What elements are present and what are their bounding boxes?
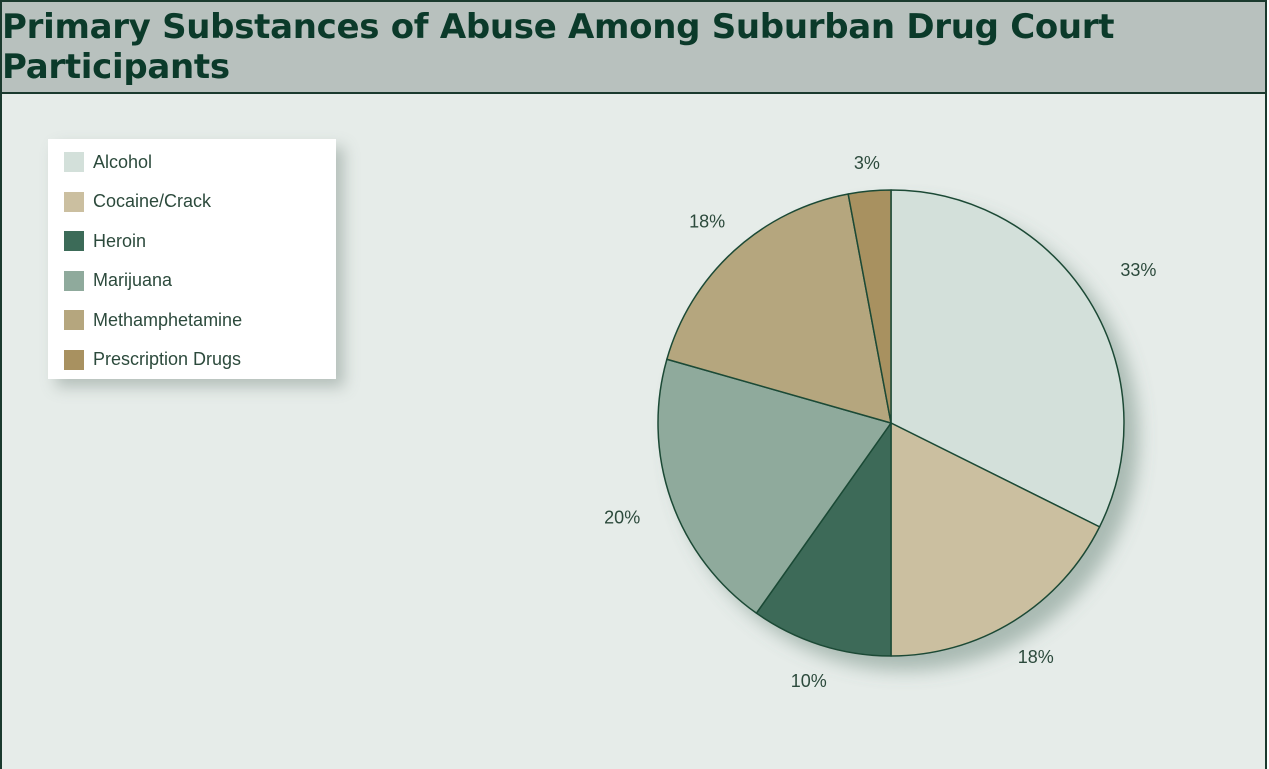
slice-label: 33% xyxy=(1120,260,1156,280)
slice-label: 18% xyxy=(689,211,725,231)
legend-label: Alcohol xyxy=(93,151,153,172)
legend-swatch xyxy=(64,152,84,172)
pie-slice xyxy=(890,422,1101,657)
legend-swatch xyxy=(64,231,84,251)
slice-label: 10% xyxy=(791,671,827,691)
legend-swatch xyxy=(64,349,84,370)
legend-label: Cocaine/Crack xyxy=(93,191,212,211)
slice-label: 20% xyxy=(604,508,640,528)
legend-item: Cocaine/Crack xyxy=(64,190,211,214)
legend-item: Methamphetamine xyxy=(64,308,242,332)
pie-slice xyxy=(657,358,892,614)
pie-slice xyxy=(890,189,1125,528)
legend-label: Prescription Drugs xyxy=(93,349,242,369)
title-bar: Primary Substances of Abuse Among Suburb… xyxy=(2,2,1265,94)
chart-title: Primary Substances of Abuse Among Suburb… xyxy=(2,7,1115,87)
legend-swatch xyxy=(64,310,84,330)
legend-item: Heroin xyxy=(64,229,146,253)
legend: Alcohol Cocaine/Crack Heroin Marijuana Metha… xyxy=(48,139,336,379)
legend-label: Methamphetamine xyxy=(93,309,243,330)
legend-label: Heroin xyxy=(93,230,147,251)
legend-item: Prescription Drugs xyxy=(64,348,241,372)
legend-swatch xyxy=(64,270,84,291)
slice-label: 3% xyxy=(854,153,880,173)
pie-slice xyxy=(755,422,892,657)
slice-label: 18% xyxy=(1018,647,1054,667)
pie-slice xyxy=(666,193,892,424)
legend-item: Marijuana xyxy=(64,269,172,293)
pie-slice xyxy=(847,189,892,424)
legend-item: Alcohol xyxy=(64,150,152,174)
legend-swatch xyxy=(64,191,84,212)
legend-label: Marijuana xyxy=(93,270,173,290)
